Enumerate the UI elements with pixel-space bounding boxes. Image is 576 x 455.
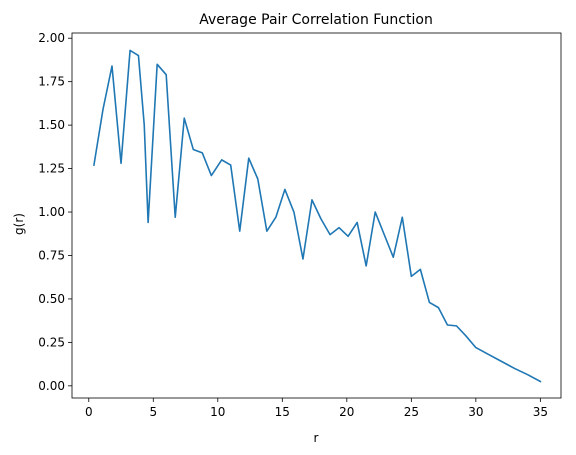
x-tick-label: 5 [149, 405, 157, 419]
x-tick-label: 30 [468, 405, 483, 419]
y-tick-label: 0.25 [38, 335, 65, 349]
x-tick-label: 0 [85, 405, 93, 419]
y-tick-label: 1.50 [38, 118, 65, 132]
x-tick-label: 35 [533, 405, 548, 419]
y-tick-label: 1.00 [38, 205, 65, 219]
y-axis-label: g(r) [12, 213, 26, 235]
x-tick-label: 20 [339, 405, 354, 419]
x-tick-label: 15 [275, 405, 290, 419]
x-tick-label: 25 [404, 405, 419, 419]
y-tick-label: 0.00 [38, 379, 65, 393]
x-tick-label: 10 [210, 405, 225, 419]
y-tick-label: 0.75 [38, 248, 65, 262]
y-tick-label: 1.25 [38, 162, 65, 176]
y-tick-label: 2.00 [38, 31, 65, 45]
x-axis-label: r [314, 431, 319, 445]
y-tick-label: 1.75 [38, 75, 65, 89]
y-tick-label: 0.50 [38, 292, 65, 306]
chart-title: Average Pair Correlation Function [199, 12, 433, 28]
